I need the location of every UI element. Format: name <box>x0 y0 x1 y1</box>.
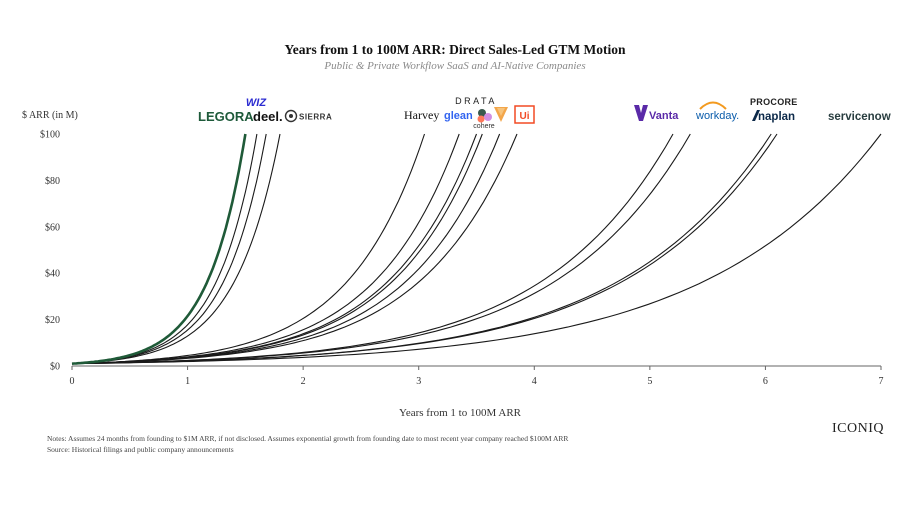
logo-procore: PROCORE <box>750 97 798 107</box>
y-axis-ticks: $0 $20 $40 $60 $80 $100 <box>40 130 60 373</box>
y-tick-label: $100 <box>40 130 60 141</box>
x-axis-ticks: 0 1 2 3 4 5 6 7 <box>70 366 884 387</box>
sierra-icon <box>284 109 298 123</box>
series-line-servicenow <box>71 133 882 365</box>
sierra-logo-text: SIERRA <box>299 113 332 122</box>
notes-source-line: Source: Historical filings and public co… <box>47 445 234 454</box>
logo-anaplan: naplan <box>752 110 795 123</box>
y-axis-label: $ ARR (in M) <box>22 110 78 121</box>
workday-arc-icon <box>699 101 727 110</box>
workday-logo-text: workday. <box>695 110 739 122</box>
x-tick-label: 6 <box>763 376 768 387</box>
anaplan-logo-text: naplan <box>758 111 795 123</box>
x-axis-label: Years from 1 to 100M ARR <box>399 407 522 419</box>
logo-cohere: cohere <box>473 109 495 130</box>
y-tick-label: $40 <box>45 269 60 280</box>
y-tick-label: $80 <box>45 176 60 187</box>
series-line-vercel <box>71 133 501 365</box>
uipath-logo-frame <box>514 105 535 124</box>
series-line-deel <box>71 133 267 365</box>
x-tick-label: 3 <box>416 376 421 387</box>
series-line-drata <box>71 133 478 365</box>
logo-drata: DRATA <box>455 96 497 106</box>
legora-logo-text: LEGORA <box>198 109 254 124</box>
procore-logo-text: PROCORE <box>750 97 798 107</box>
wiz-logo-text: WIZ <box>246 97 267 109</box>
series-line-workday <box>71 133 691 365</box>
logo-workday: workday. <box>695 101 739 122</box>
series-line-glean <box>71 133 460 365</box>
logo-uipath: Ui <box>514 105 535 124</box>
logo-vanta: Vanta <box>634 105 679 122</box>
x-tick-label: 4 <box>532 376 537 387</box>
anaplan-icon <box>752 110 760 121</box>
series-line-wiz <box>71 133 247 365</box>
series-line-uipath <box>71 133 518 365</box>
vercel-icon <box>494 107 508 122</box>
servicenow-logo-text: servicenow <box>828 111 891 123</box>
logo-legora: LEGORA <box>198 109 254 124</box>
y-tick-label: $0 <box>50 362 60 373</box>
chart-title: Years from 1 to 100M ARR: Direct Sales-L… <box>284 42 626 57</box>
series-group <box>71 133 882 365</box>
logo-deel: deel. <box>253 109 283 124</box>
x-tick-label: 7 <box>879 376 884 387</box>
series-line-harvey <box>71 133 426 365</box>
deel-logo-text: deel. <box>253 109 283 124</box>
notes-line-1: Notes: Assumes 24 months from founding t… <box>47 434 568 443</box>
x-tick-label: 0 <box>70 376 75 387</box>
y-tick-label: $20 <box>45 315 60 326</box>
logo-servicenow: servicenow <box>828 111 891 123</box>
drata-logo-text: DRATA <box>455 96 497 106</box>
glean-logo-text: glean <box>444 110 473 122</box>
series-line-cohere <box>71 133 483 365</box>
harvey-logo-text: Harvey <box>404 108 439 122</box>
series-line-legora <box>71 133 258 365</box>
y-tick-label: $60 <box>45 222 60 233</box>
logo-sierra: SIERRA <box>284 109 332 123</box>
uipath-logo-text: Ui <box>520 111 530 122</box>
logo-glean: glean <box>444 110 473 122</box>
x-tick-label: 2 <box>301 376 306 387</box>
x-tick-label: 5 <box>647 376 652 387</box>
logo-wiz: WIZ <box>246 97 267 109</box>
vanta-icon <box>634 105 648 121</box>
vanta-logo-text: Vanta <box>649 110 679 122</box>
x-tick-label: 1 <box>185 376 190 387</box>
cohere-logo-text: cohere <box>473 123 495 130</box>
iconiq-brand: ICONIQ <box>832 421 884 436</box>
chart-subtitle: Public & Private Workflow SaaS and AI-Na… <box>323 60 585 72</box>
cohere-icon <box>477 109 492 123</box>
logo-harvey: Harvey <box>404 108 439 122</box>
